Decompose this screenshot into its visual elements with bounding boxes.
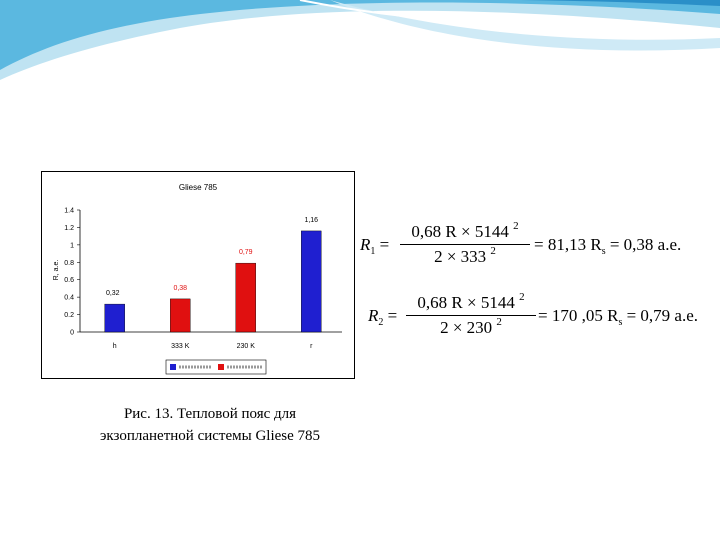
r1-result: = 81,13 R xyxy=(534,235,602,254)
y-tick-label: 0 xyxy=(70,330,74,337)
x-tick-label: 230 K xyxy=(237,343,256,350)
legend xyxy=(165,359,267,375)
y-axis-label: R, a.e. xyxy=(53,260,60,281)
figure-caption: Рис. 13. Тепловой пояс для экзопланетной… xyxy=(60,403,360,447)
caption-line-1: Рис. 13. Тепловой пояс для xyxy=(123,406,297,422)
y-tick-label: 0.2 xyxy=(64,312,74,319)
data-label: 0,32 xyxy=(106,290,120,297)
r2-final: = 0,79 a.e. xyxy=(626,306,699,325)
y-tick-label: 0.4 xyxy=(64,295,74,302)
r2-numerator: 0,68 R × 5144 xyxy=(417,293,515,312)
data-label: 0,79 xyxy=(239,249,253,256)
data-label: 1,16 xyxy=(304,217,318,224)
x-tick-label: r xyxy=(310,343,313,350)
r2-numerator-sup: 2 xyxy=(519,291,525,303)
bar xyxy=(301,230,322,333)
r1-denominator-sup: 2 xyxy=(490,245,496,257)
r1-final: = 0,38 a.e. xyxy=(609,235,682,254)
r2-lhs: R xyxy=(368,306,379,325)
formula-r2: R2 = 0,68 R × 5144 2 2 × 230 2 = 170 ,05… xyxy=(368,291,699,337)
y-tick-label: 1.4 xyxy=(64,208,74,215)
data-label: 0,38 xyxy=(173,285,187,292)
bar xyxy=(235,262,256,333)
formula-r1: R1 = 0,68 R × 5144 2 2 × 333 2 = 81,13 R… xyxy=(360,220,682,266)
caption-line-2: экзопланетной системы Gliese 785 xyxy=(99,428,321,444)
r2-lhs-sub: 2 xyxy=(378,317,384,328)
r2-denominator-sup: 2 xyxy=(496,316,502,328)
r1-lhs: R xyxy=(360,235,371,254)
y-tick-label: 0.6 xyxy=(64,277,74,284)
chart-title: Gliese 785 xyxy=(179,183,218,192)
r1-lhs-sub: 1 xyxy=(370,246,376,257)
y-tick-label: 1 xyxy=(70,242,74,249)
y-tick-label: 1.2 xyxy=(64,225,74,232)
bar xyxy=(104,303,125,333)
legend-swatch-blue xyxy=(170,364,176,370)
r1-numerator-sup: 2 xyxy=(513,220,519,232)
legend-swatch-red xyxy=(218,364,224,370)
r2-denominator: 2 × 230 xyxy=(440,318,493,337)
y-tick-label: 0.8 xyxy=(64,260,74,267)
x-tick-label: h xyxy=(113,343,117,350)
r2-result-sub: s xyxy=(618,317,623,328)
r1-result-sub: s xyxy=(601,246,606,257)
r2-result: = 170 ,05 R xyxy=(538,306,619,325)
bar xyxy=(170,298,191,333)
header-swoosh-decoration xyxy=(0,0,720,80)
bar-chart: Gliese 785 R, a.e. 00.20.40.60.811.21.4 … xyxy=(53,183,342,375)
x-tick-label: 333 K xyxy=(171,343,190,350)
r1-numerator: 0,68 R × 5144 xyxy=(411,222,509,241)
chart-frame: Gliese 785 R, a.e. 0 0.2 0.4 0.6 0.8 1 1.2 1.4 … xyxy=(41,171,355,379)
r1-denominator: 2 × 333 xyxy=(434,247,487,266)
